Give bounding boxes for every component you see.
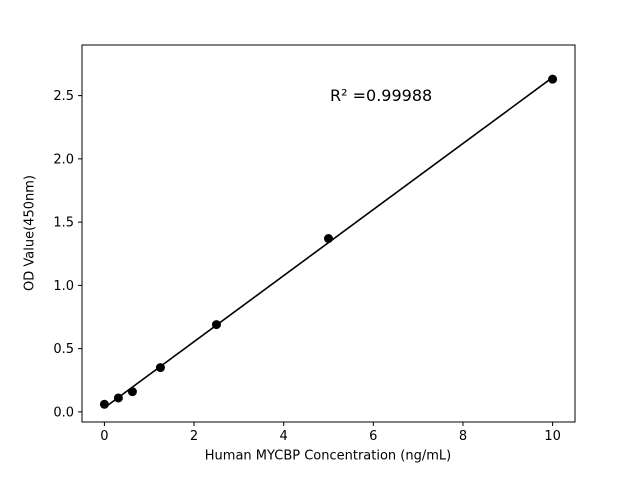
x-tick-label: 2 [190, 429, 198, 444]
x-tick-label: 4 [280, 429, 288, 444]
data-point [127, 387, 137, 397]
x-axis-label: Human MYCBP Concentration (ng/mL) [204, 448, 452, 464]
x-tick-label: 6 [369, 429, 377, 444]
y-tick-label: 1.0 [53, 279, 74, 294]
y-tick-label: 1.5 [53, 216, 74, 231]
y-axis-label: OD Value(450nm) [22, 175, 38, 291]
y-tick-label: 2.0 [53, 152, 74, 167]
data-point [99, 399, 109, 409]
r-squared-annotation: R² =0.99988 [330, 86, 433, 105]
data-point [155, 363, 165, 373]
plot-frame [81, 44, 576, 423]
data-point [324, 234, 333, 244]
data-point [113, 393, 123, 403]
data-point [211, 320, 221, 330]
y-tick-label: 0.0 [53, 405, 74, 420]
x-tick-label: 10 [544, 429, 561, 444]
x-tick-label: 8 [459, 429, 467, 444]
data-point [548, 74, 558, 84]
y-tick-label: 2.5 [53, 89, 74, 104]
x-tick-label: 0 [100, 429, 108, 444]
y-tick-label: 0.5 [53, 342, 74, 357]
